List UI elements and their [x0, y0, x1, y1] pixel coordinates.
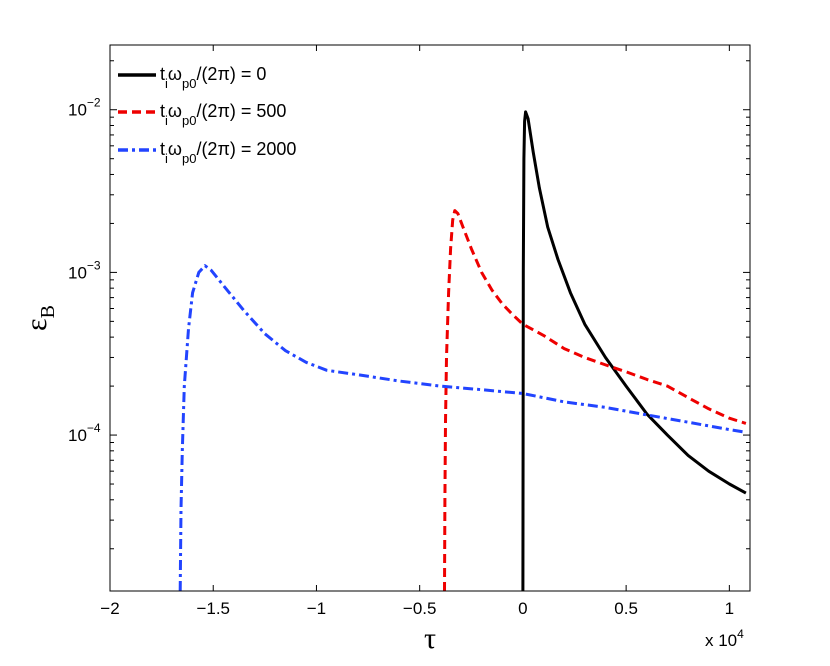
legend-label-2: tiωp0/(2π) = 500	[160, 101, 286, 128]
svg-text:εB: εB	[20, 305, 59, 331]
legend-entry-2: tiωp0/(2π) = 500	[118, 101, 286, 128]
x-axis-multiplier: x 104	[705, 627, 744, 650]
plot-area	[178, 110, 747, 592]
x-tick-label: −1.5	[196, 599, 230, 618]
x-tick-label: −0.5	[403, 599, 437, 618]
x-tick-label: −1	[307, 599, 326, 618]
legend-entry-3: tiωp0/(2π) = 2000	[118, 139, 296, 166]
y-axis-label: εB	[20, 305, 59, 331]
series-line-3	[178, 264, 747, 592]
x-tick-labels: −2 −1.5 −1 −0.5 0 0.5 1	[100, 599, 734, 618]
x-axis-label: τ	[424, 622, 436, 655]
x-tick-label: 0.5	[614, 599, 638, 618]
y-tick-label: 10−4	[68, 421, 101, 445]
axis-ticks	[109, 45, 750, 591]
x-tick-label: −2	[100, 599, 119, 618]
plot-frame	[109, 44, 751, 592]
series-line-1	[521, 110, 747, 592]
legend-label-3: tiωp0/(2π) = 2000	[160, 139, 296, 166]
series-line-2	[443, 209, 747, 592]
legend: tiωp0/(2π) = 0 tiωp0/(2π) = 500 tiωp0/(2…	[118, 64, 296, 166]
x-tick-label: 0	[518, 599, 527, 618]
legend-label-1: tiωp0/(2π) = 0	[160, 64, 266, 91]
y-tick-label: 10−2	[68, 96, 101, 120]
y-tick-label: 10−3	[68, 258, 101, 282]
legend-entry-1: tiωp0/(2π) = 0	[118, 64, 266, 91]
y-tick-labels: 10−2 10−3 10−4	[68, 96, 101, 445]
x-tick-label: 1	[725, 599, 734, 618]
